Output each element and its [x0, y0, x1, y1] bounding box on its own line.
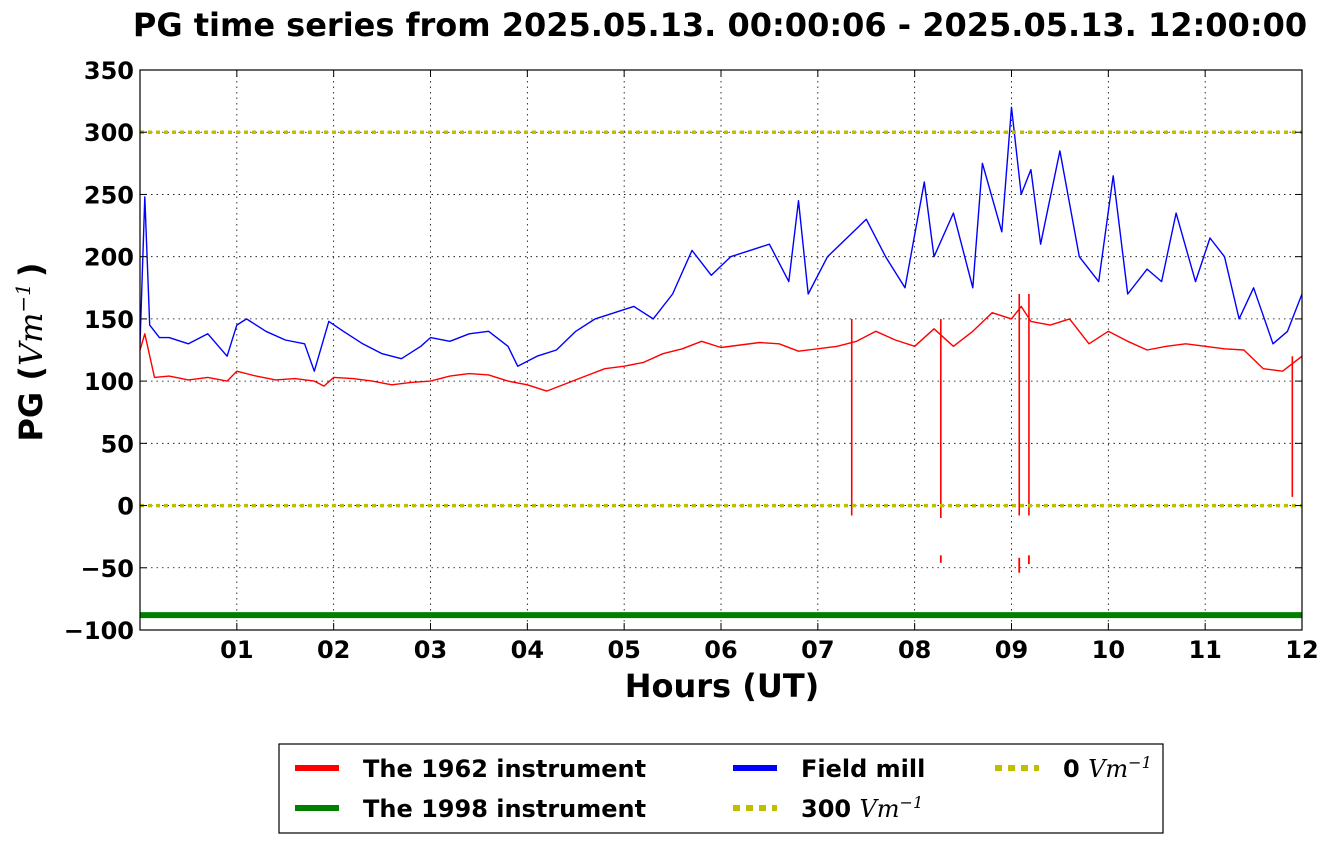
series-group — [140, 106, 1302, 619]
y-axis-label: PG (Vm−1) — [11, 262, 50, 441]
x-axis-ticks: 01 02 03 04 05 06 07 08 09 10 11 12 — [220, 70, 1319, 664]
x-tick-label: 06 — [704, 636, 737, 664]
legend-label: 300 Vm−1 — [801, 793, 923, 824]
x-tick-label: 12 — [1285, 636, 1318, 664]
y-axis-label-close: ) — [12, 262, 50, 277]
legend-label: Field mill — [801, 755, 925, 783]
legend-frame — [278, 743, 1164, 834]
y-tick-label: 0 — [117, 493, 134, 521]
series-line-field-mill — [140, 106, 1302, 372]
x-tick-label: 05 — [607, 636, 640, 664]
legend-label-exponent: −1 — [900, 793, 924, 812]
legend-label: The 1962 instrument — [363, 755, 646, 783]
legend-label-unit: Vm — [859, 795, 899, 823]
y-tick-label: 200 — [84, 244, 134, 272]
y-tick-label: 150 — [84, 306, 134, 334]
y-tick-label: −50 — [80, 555, 134, 583]
x-axis-label: Hours (UT) — [625, 667, 820, 705]
legend-label-text: 0 — [1063, 755, 1088, 783]
y-tick-label: 250 — [84, 181, 134, 209]
legend-label: The 1998 instrument — [363, 795, 646, 823]
y-axis-label-text: PG ( — [12, 366, 50, 441]
x-tick-label: 08 — [898, 636, 931, 664]
x-tick-label: 07 — [801, 636, 834, 664]
x-tick-label: 03 — [414, 636, 447, 664]
x-tick-label: 10 — [1092, 636, 1125, 664]
y-axis-label-exponent: −1 — [11, 283, 35, 312]
series-layer — [140, 106, 1302, 619]
x-tick-label: 11 — [1188, 636, 1221, 664]
legend-label-text: 300 — [801, 795, 859, 823]
grid — [140, 70, 1302, 630]
legend-label: 0 Vm−1 — [1063, 753, 1152, 784]
y-tick-label: 100 — [84, 368, 134, 396]
series-line-the-1962-instrument — [140, 305, 1302, 392]
y-tick-label: −100 — [64, 617, 134, 645]
x-tick-label: 04 — [511, 636, 544, 664]
legend: The 1962 instrument The 1998 instrument Fi… — [278, 743, 1164, 834]
y-tick-label: 300 — [84, 119, 134, 147]
x-tick-label: 02 — [317, 636, 350, 664]
legend-label-text: Field mill — [801, 755, 925, 783]
legend-label-text: The 1998 instrument — [363, 795, 646, 823]
legend-label-unit: Vm — [1088, 755, 1128, 783]
y-axis-ticks: 350 300 250 200 150 100 50 0 −50 −100 — [64, 57, 1302, 645]
x-tick-label: 01 — [220, 636, 253, 664]
legend-label-text: The 1962 instrument — [363, 755, 646, 783]
y-tick-label: 50 — [101, 430, 134, 458]
legend-label-exponent: −1 — [1128, 753, 1152, 772]
chart-title: PG time series from 2025.05.13. 00:00:06… — [133, 6, 1307, 44]
y-axis-label-unit: Vm — [12, 313, 50, 366]
x-tick-label: 09 — [995, 636, 1028, 664]
y-tick-label: 350 — [84, 57, 134, 85]
